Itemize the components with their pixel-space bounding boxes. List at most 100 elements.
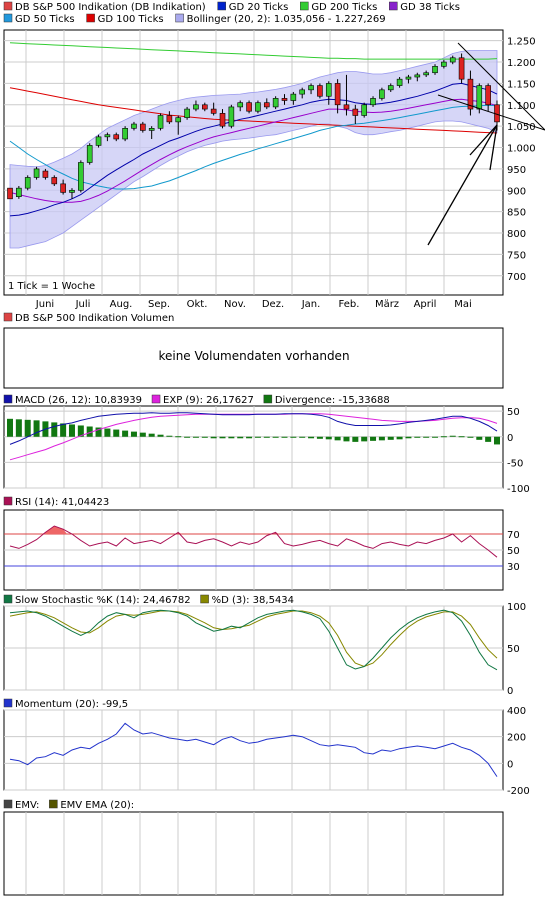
candle-down [263,102,270,108]
candle-down [113,134,120,140]
divergence-bar [237,436,244,439]
macd-month-grid [25,406,445,488]
y-tick-label: 50 [507,546,520,557]
month-label: Dez. [262,299,284,310]
divergence-bar [24,419,31,437]
divergence-bar [396,436,403,440]
legend-label: Slow Stochastic %K (14): 24,46782 [15,595,191,606]
divergence-bar [157,434,164,437]
legend-label: EMV EMA (20): [60,800,134,811]
candle-down [334,83,341,106]
slow-k-line [9,609,498,671]
legend-swatch [175,13,184,23]
y-tick-label: 0 [507,433,513,444]
candle-up [33,168,40,178]
month-label: Juni [35,299,54,310]
candle-up [148,128,155,131]
legend-label: GD 50 Ticks [15,14,75,25]
candle-up [325,83,332,97]
legend-swatch [3,799,13,809]
candle-up [228,106,235,127]
y-tick-label: 850 [507,208,526,219]
trendline [457,42,545,131]
candle-up [361,104,367,116]
y-tick-label: 1.000 [507,144,536,155]
candle-up [16,187,22,197]
legend-swatch [3,394,13,404]
divergence-bar [290,436,297,438]
divergence-bar [361,436,368,442]
divergence-bar [458,436,465,438]
candle-down [210,108,217,114]
candle-up [122,128,128,140]
candle-up [432,66,438,74]
candle-up [184,108,190,118]
legend-label: %D (3): 38,5434 [212,595,294,606]
macd-line [9,412,498,445]
candle-up [78,162,84,191]
legend-label: Bollinger (20, 2): 1.035,056 - 1.227,269 [187,14,386,25]
candle-up [379,89,385,99]
candle-up [95,136,102,146]
legend-swatch [3,13,13,23]
month-label: Mai [454,299,472,310]
arrow-line [469,124,498,156]
legend-swatch [200,594,209,604]
candle-down [246,102,252,112]
y-tick-label: 0 [507,686,513,697]
candle-up [175,117,182,123]
divergence-bar [316,436,323,439]
divergence-bar [476,436,483,440]
divergence-bar [7,418,13,437]
stoch-month-grid [25,606,445,690]
y-tick-label: -100 [507,484,530,495]
divergence-bar [113,429,120,437]
legend-swatch [86,13,95,23]
divergence-bar [175,436,182,438]
divergence-bar [201,436,208,438]
month-label: April [414,299,437,310]
legend-swatch [3,1,13,11]
divergence-bar [325,436,332,440]
candle-up [476,85,483,110]
candle-up [69,189,75,193]
y-tick-label: 950 [507,165,526,176]
y-tick-label: -50 [507,458,523,469]
divergence-bar [33,420,40,437]
overbought-area [41,526,68,534]
divergence-bar [281,436,288,438]
y-tick-label: -200 [507,786,530,797]
candle-down [317,85,323,97]
candle-down [166,115,173,123]
divergence-bar [440,436,447,438]
divergence-bar [378,436,385,441]
momentum-month-grid [25,710,445,790]
divergence-bar [60,423,67,437]
divergence-bar [122,430,129,437]
candle-up [24,177,31,189]
divergence-bar [308,436,315,439]
divergence-bar [139,432,146,437]
y-tick-label: 50 [507,407,520,418]
divergence-bar [405,436,412,439]
divergence-bar [246,436,253,439]
candle-up [396,78,403,86]
candle-up [299,89,306,95]
y-tick-label: 0 [507,759,513,770]
divergence-bar [334,436,341,441]
y-tick-label: 30 [507,562,520,573]
candle-down [219,113,226,127]
candle-up [441,61,447,67]
legend-swatch [263,394,273,404]
legend-swatch [3,594,13,604]
divergence-bar [387,436,394,440]
divergence-bar [148,433,155,437]
rsi-y-axis: 70 50 30 [4,526,520,573]
divergence-bar [68,424,75,437]
legend-label: GD 100 Ticks [98,14,164,25]
candle-down [60,183,66,193]
candle-down [202,104,208,110]
y-tick-label: 1.150 [507,79,536,90]
month-label: Sep. [148,299,170,310]
